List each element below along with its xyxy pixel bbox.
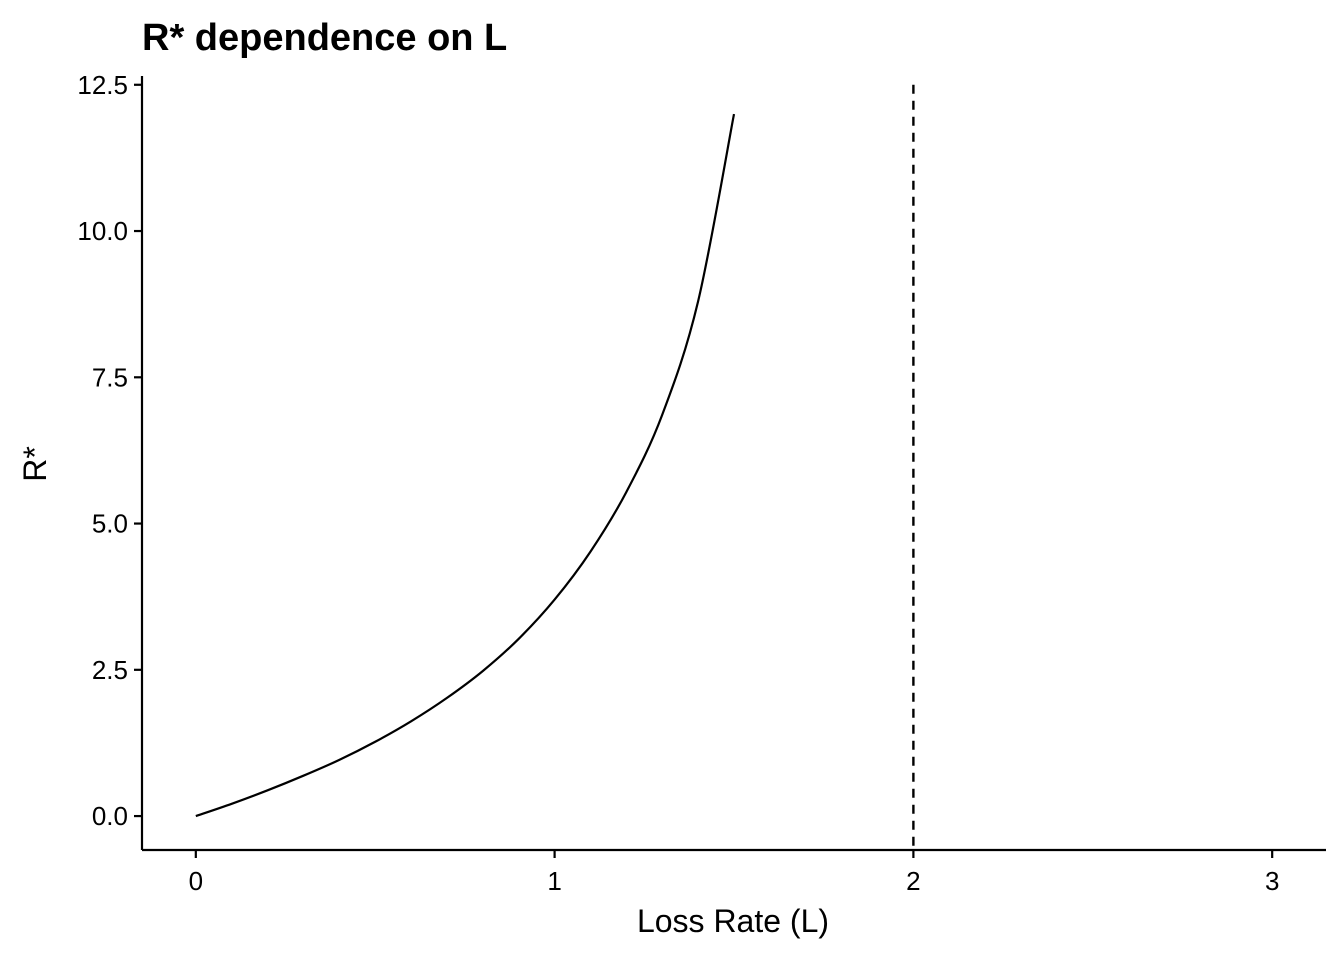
x-axis-title: Loss Rate (L) xyxy=(637,903,829,939)
y-tick-label: 5.0 xyxy=(92,509,128,539)
x-tick-label: 2 xyxy=(906,866,920,896)
series-line xyxy=(195,113,736,818)
plot-area: 0.0 2.5 5.0 7.5 10.0 12.5 0 1 2 3 xyxy=(77,70,1326,896)
y-tick-label: 0.0 xyxy=(92,801,128,831)
chart-title: R* dependence on L xyxy=(142,17,507,59)
x-tick-label: 3 xyxy=(1265,866,1279,896)
y-tick-label: 7.5 xyxy=(92,362,128,392)
x-tick-label: 0 xyxy=(189,866,203,896)
y-tick-label: 10.0 xyxy=(77,216,128,246)
y-tick-label: 12.5 xyxy=(77,70,128,100)
y-tick-label: 2.5 xyxy=(92,655,128,685)
y-axis-title: R* xyxy=(17,446,53,482)
x-tick-label: 1 xyxy=(547,866,561,896)
